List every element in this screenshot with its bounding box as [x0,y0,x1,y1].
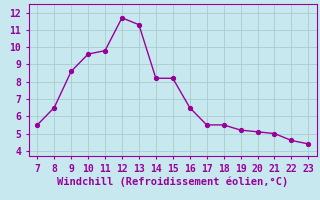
X-axis label: Windchill (Refroidissement éolien,°C): Windchill (Refroidissement éolien,°C) [57,176,288,187]
